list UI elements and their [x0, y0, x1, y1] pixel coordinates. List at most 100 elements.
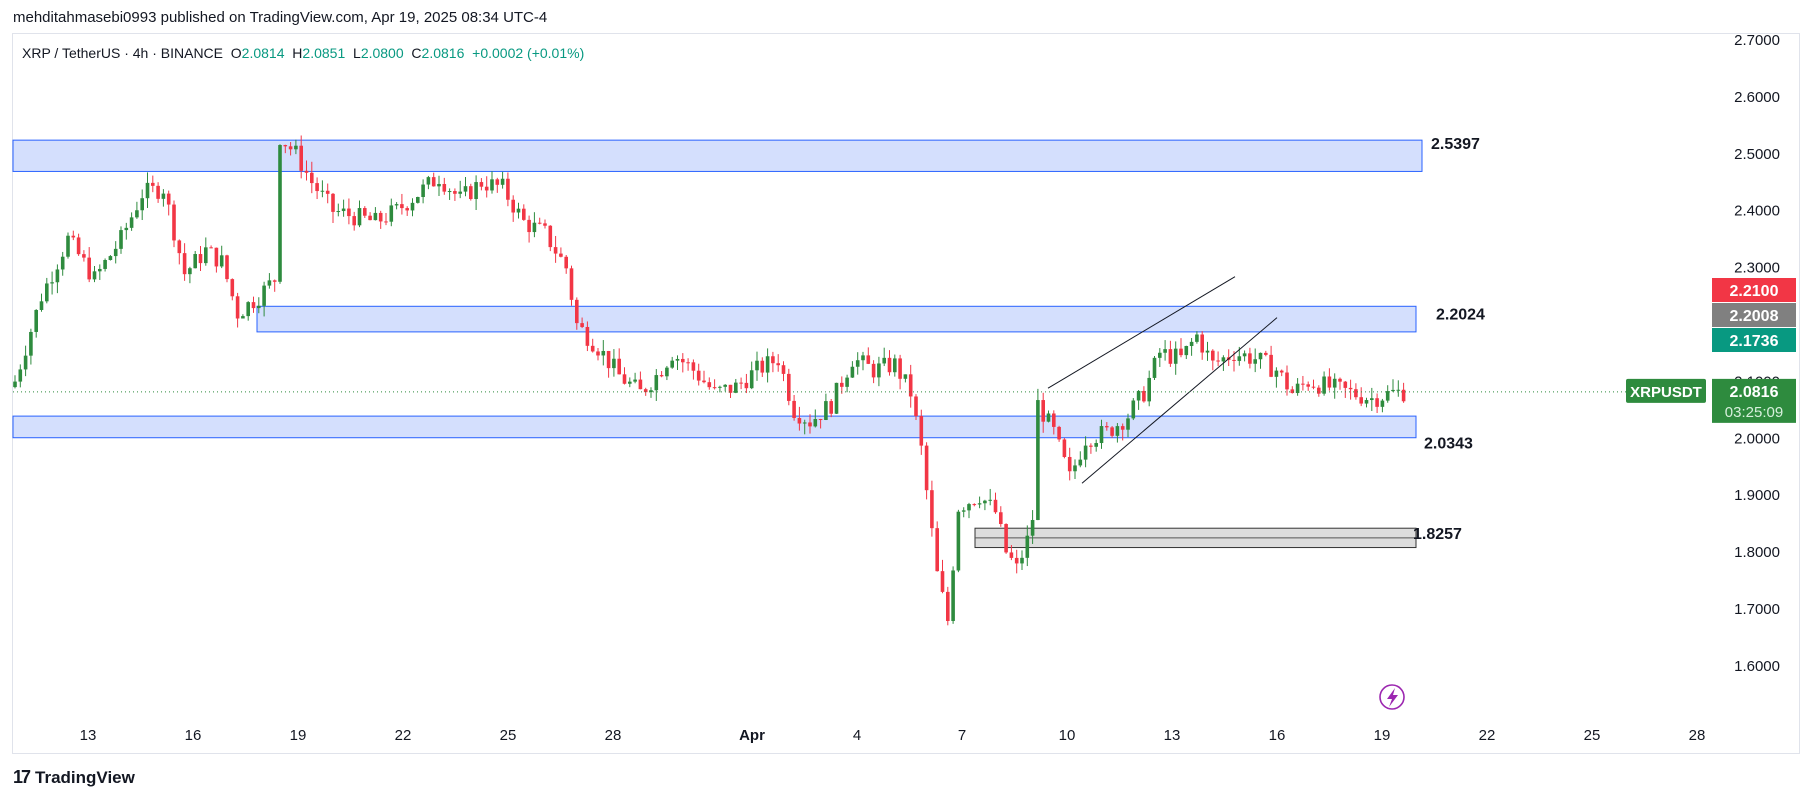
candle-body — [500, 178, 505, 185]
candle-body — [840, 382, 844, 387]
candle-body — [564, 256, 568, 269]
candle-body — [622, 374, 627, 384]
candle-body — [124, 227, 129, 231]
x-tick-label: 16 — [1269, 727, 1286, 744]
candle-body — [384, 221, 388, 223]
y-tick-label: 2.3000 — [1734, 260, 1780, 277]
candle-body — [1332, 378, 1337, 388]
last-price-value: 2.0816 — [1730, 384, 1779, 401]
candle-body — [999, 512, 1003, 525]
wedge-upper-line[interactable] — [1047, 276, 1236, 389]
candle-body — [66, 235, 70, 257]
candle-body — [638, 379, 643, 390]
candle-body — [633, 379, 637, 382]
candle-body — [718, 386, 722, 388]
y-tick-label: 2.4000 — [1734, 203, 1780, 220]
candle-body — [728, 384, 733, 393]
candle-body — [686, 362, 690, 364]
candle-body — [209, 247, 213, 249]
candle-body — [103, 260, 107, 269]
zone-label-1-8257: 1.8257 — [1413, 526, 1462, 543]
candle-body — [320, 190, 325, 192]
candle-body — [712, 387, 717, 389]
candle-body — [877, 363, 881, 378]
candle-body — [1179, 348, 1183, 356]
candle-body — [940, 571, 945, 592]
candle-body — [946, 591, 950, 621]
candle-body — [108, 256, 113, 261]
candle-body — [352, 216, 356, 226]
zone-rect[interactable] — [12, 415, 1417, 439]
high-value: 2.0851 — [302, 45, 346, 61]
candle-body — [474, 182, 478, 200]
y-tick-label: 1.9000 — [1734, 487, 1780, 504]
candle-body — [628, 381, 632, 384]
x-tick-label: 22 — [395, 727, 412, 744]
candle-body — [776, 363, 780, 366]
candle-body — [935, 528, 939, 572]
candle-body — [1253, 359, 1257, 364]
candle-body — [882, 357, 886, 364]
flash-icon[interactable] — [1379, 684, 1405, 710]
candle-body — [1205, 350, 1210, 353]
symbol-tag[interactable] — [1626, 378, 1706, 403]
candle-body — [612, 358, 616, 369]
candle-body — [389, 205, 394, 222]
candle-body — [1301, 383, 1305, 385]
candle-body — [341, 208, 346, 212]
candle-body — [310, 172, 314, 184]
y-tick-label: 2.0000 — [1734, 430, 1780, 447]
candle-body — [1099, 426, 1104, 444]
candle-body — [681, 358, 685, 363]
candle-body — [1364, 400, 1369, 404]
candle-body — [670, 360, 674, 368]
candle-body — [177, 240, 182, 254]
y-tick-label: 2.5000 — [1734, 146, 1780, 163]
candle-body — [654, 375, 659, 391]
brand-label: TradingView — [35, 767, 135, 787]
x-tick-label: 13 — [1164, 727, 1181, 744]
candle-body — [331, 193, 335, 212]
candle-body — [1200, 334, 1204, 353]
candle-body — [696, 370, 701, 381]
x-tick-label: 19 — [290, 727, 307, 744]
candle-body — [400, 204, 404, 209]
candle-body — [1396, 389, 1401, 391]
candle-body — [787, 373, 791, 401]
candle-body — [1105, 426, 1109, 428]
price-axis-badge — [1712, 278, 1796, 302]
wedge-lower-line[interactable] — [1081, 317, 1278, 484]
candle-body — [1216, 360, 1220, 362]
candle-body — [1375, 398, 1379, 407]
tradingview-brand[interactable]: 17 TradingView — [13, 767, 135, 788]
candle-body — [272, 280, 277, 282]
candle-body — [463, 186, 468, 192]
candle-body — [1258, 352, 1263, 360]
candle-body — [1120, 426, 1125, 430]
candle-body — [246, 302, 250, 317]
candle-body — [548, 225, 553, 248]
candle-body — [765, 356, 770, 373]
symbol-label[interactable]: XRP / TetherUS · 4h · BINANCE — [22, 45, 223, 61]
candle-body — [39, 301, 44, 310]
x-tick-label: 13 — [80, 727, 97, 744]
candle-body — [961, 510, 966, 512]
candle-body — [1184, 345, 1189, 356]
x-tick-label: Apr — [739, 727, 765, 744]
zone-rect[interactable] — [256, 305, 1417, 333]
price-axis-badge-text: 2.2100 — [1730, 283, 1779, 300]
flash-icon-bolt — [1387, 688, 1398, 707]
candle-body — [1242, 353, 1247, 357]
candle-body — [378, 212, 383, 222]
candle-body — [437, 183, 441, 187]
candle-body — [490, 179, 494, 191]
candle-body — [808, 422, 812, 427]
zone-rect[interactable] — [12, 139, 1423, 172]
price-axis-badge-text: 2.2008 — [1730, 308, 1779, 325]
candle-body — [1062, 439, 1067, 457]
candle-body — [1290, 389, 1295, 394]
candle-body — [871, 363, 876, 378]
candle-body — [723, 384, 727, 387]
candle-body — [967, 504, 971, 511]
